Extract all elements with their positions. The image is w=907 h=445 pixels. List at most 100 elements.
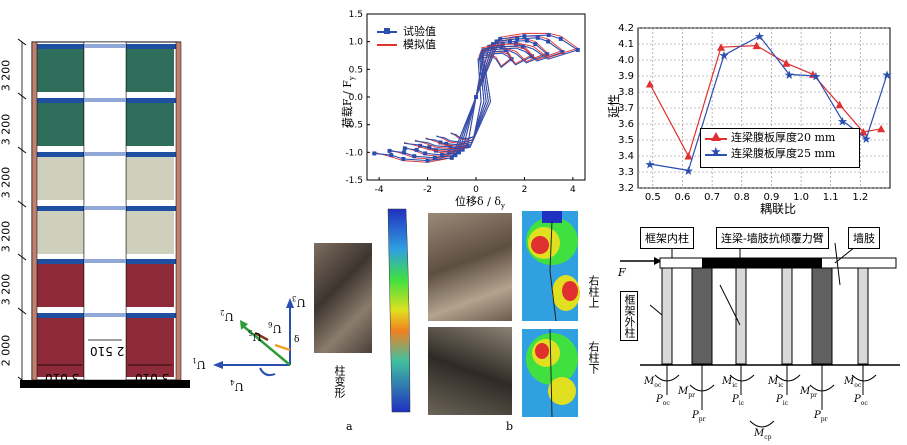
dof-label-u1: U1 [192,356,206,372]
moment-label-pr-right: Mpr [800,386,817,399]
bay-width-right: 3 010 [135,371,170,385]
y-tick-label: 4.2 [618,23,634,34]
data-point-test [402,146,407,151]
x-tick-label: 1.0 [793,192,809,203]
x-tick-label: 1.2 [852,192,868,203]
frame-elevation-svg [17,38,190,388]
dof-label-u6: U6 [268,320,282,336]
dof-label-u3: U3 [292,294,306,310]
data-point-test [432,155,437,160]
force-label-oc-left: Poc [656,394,670,407]
legend-star-icon: ★ [710,145,722,160]
story-height-5: 3 200 [0,273,13,306]
wall-pier-label: 墙肢 [848,227,880,249]
data-point-test [524,38,529,43]
force-arrow-icon [654,257,662,265]
x-tick-label: -2 [423,185,432,195]
ductility-legend: 连梁腹板厚度20 mm ★ 连梁腹板厚度25 mm [700,128,860,168]
data-point-test [558,36,563,41]
y-tick-label: 0.5 [349,65,363,75]
y-tick-label: 1.5 [349,10,363,20]
wall-panel [36,210,84,254]
frame-elevation: 3 200 3 200 3 200 3 200 3 200 2 000 3 01… [0,0,200,445]
mechanism-diagram: 框架内柱 连梁-墙肢抗倾覆力臂 墙肢 框架外柱 F Moc Poc Mpr Pp… [610,225,907,445]
x-tick-label: 2 [522,185,528,195]
wall-panel [36,263,84,307]
y-tick-label: -1.5 [345,176,363,186]
x-tick-label: 0.6 [675,192,691,203]
column-fea-contour-top [522,211,580,322]
wall-panel [36,156,84,200]
series-line-test [374,32,579,163]
data-point-25mm: ★ [719,49,730,63]
legend-line-icon [377,44,397,46]
story-height-6: 2 000 [0,334,13,367]
data-point-20mm [645,80,654,88]
data-point-test [401,156,406,161]
story-height-1: 3 200 [0,59,13,92]
data-point-test [503,48,508,53]
middle-beam [84,152,126,156]
coupling-beam-bar [702,258,822,268]
x-tick-label: 1.1 [823,192,839,203]
data-point-25mm: ★ [837,114,848,128]
data-point-test [546,39,551,44]
outer-column-left [661,267,673,365]
y-tick-label: 3.9 [618,71,634,82]
hysteresis-y-label: 荷载F / Fy [340,76,357,129]
panel-label-a: a [346,420,353,433]
moment-label-ic-left: Mic [722,376,738,389]
data-point-test [453,153,458,158]
data-point-test [372,151,377,156]
legend-triangle-icon [711,132,721,141]
right-column-top-caption: 右柱上 [587,275,600,308]
legend-item-25mm: ★ 连梁腹板厚度25 mm [701,146,859,163]
moment-label-pr-left: Mpr [678,386,695,399]
data-point-20mm [752,41,761,50]
data-point-25mm: ★ [861,132,872,146]
arrow-up-icon [286,298,294,308]
moment-arc-icon [775,374,801,382]
y-tick-label: 3.3 [618,167,634,178]
legend-square-icon [384,28,390,34]
y-tick-label: 3.6 [618,119,634,130]
ductility-chart: 0.5 0.6 0.7 0.8 0.9 1.0 1.1 1.2 3.2 3.3 3.4 3.5 3.6 3… [600,0,907,225]
data-point-20mm [859,128,868,136]
hysteresis-svg: -4 -2 0 2 4 -1.5 -1.0 -0.5 0.0 0.5 1.0 1.5 [345,10,586,195]
middle-beam [84,98,126,102]
data-point-test [533,42,538,47]
data-point-25mm: ★ [644,158,655,172]
legend-item-20mm: 连梁腹板厚度20 mm [701,129,859,146]
data-point-test [515,36,520,41]
legend-label-25mm: 连梁腹板厚度25 mm [731,147,836,160]
dof-label-u5: U5 [248,328,262,344]
panel-label-b: b [506,420,514,433]
y-tick-label: -1.0 [345,148,363,158]
wall-panel [126,317,174,377]
data-point-test [449,155,454,160]
x-tick-label: 0.7 [704,192,720,203]
inner-column-label: 框架内柱 [640,227,694,249]
data-point-test [457,150,462,155]
data-point-25mm: ★ [810,70,821,84]
data-point-25mm: ★ [784,68,795,82]
wall-panel [126,210,174,254]
data-point-test [545,52,550,57]
data-point-25mm: ★ [683,164,694,178]
dimension-tick [17,92,27,100]
axis-brown [254,331,269,342]
moment-arc-icon [851,374,877,382]
force-label-pr-right: Ppr [814,410,828,423]
outer-column-label: 框架外柱 [620,291,638,341]
rotation-arrow-icon [259,367,276,377]
data-point-test [401,150,406,155]
frame-column [175,41,182,381]
data-point-test [387,148,392,153]
y-tick-label: 4.1 [618,39,634,50]
wall-panel [126,48,174,92]
legend-line-blue-icon [705,154,727,156]
foundation [20,380,190,388]
deformation-panels: 柱变形 a b 右柱上 右柱下 [310,205,600,445]
dof-diagram: U1 U2 U3 U4 U5 U6 δ [192,270,310,400]
series-line-sim [389,37,564,159]
